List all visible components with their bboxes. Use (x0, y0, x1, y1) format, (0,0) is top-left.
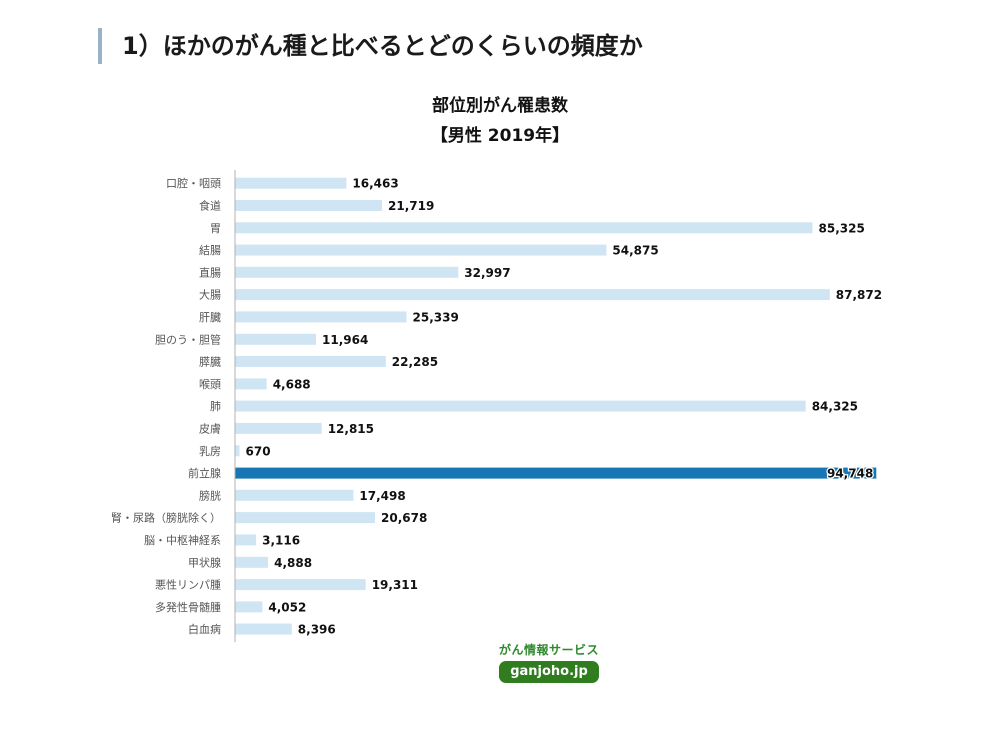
category-label: 悪性リンパ腫 (155, 578, 221, 592)
category-label: 喉頭 (199, 378, 221, 391)
bar-胆のう・胆管 (235, 333, 316, 345)
value-label: 21,719 (388, 199, 434, 213)
bar-結腸 (235, 244, 607, 256)
category-label: 前立腺 (188, 466, 221, 480)
category-label: 甲状腺 (188, 555, 221, 569)
category-label: 肝臓 (199, 311, 221, 324)
value-label: 87,872 (836, 288, 882, 302)
logo-service-name: がん情報サービス (499, 643, 600, 657)
bar-白血病 (235, 623, 292, 635)
value-label: 12,815 (328, 422, 374, 436)
bar-胃 (235, 222, 813, 234)
value-label: 4,888 (274, 556, 312, 570)
value-label: 94,748 (827, 467, 873, 481)
value-label: 4,688 (273, 377, 311, 391)
category-label: 胆のう・胆管 (155, 332, 221, 346)
value-label: 85,325 (819, 221, 865, 235)
heading-accent-bar (98, 28, 102, 64)
value-label: 670 (246, 444, 271, 458)
bar-腎・尿路（膀胱除く） (235, 512, 375, 524)
logo-url-badge: ganjoho.jp (499, 661, 599, 683)
category-label: 直腸 (199, 265, 221, 279)
value-label: 19,311 (372, 578, 418, 592)
bar-食道 (235, 200, 382, 211)
category-label: 多発性骨髄腫 (155, 600, 221, 614)
chart-subtitle: 【男性 2019年】 (430, 126, 570, 146)
category-label: 皮膚 (199, 421, 221, 435)
bar-脳・中枢神経系 (235, 534, 257, 546)
ganjoho-logo[interactable]: がん情報サービス ganjoho.jp (499, 641, 599, 683)
category-label: 口腔・咽頭 (166, 176, 221, 190)
bar-chart: 口腔・咽頭 16,463 食道 21,719 胃 85,325 結腸 54,875 直腸 32,9… (111, 170, 882, 643)
value-label: 25,339 (413, 310, 459, 324)
value-label: 16,463 (352, 177, 398, 191)
value-label: 11,964 (322, 333, 368, 347)
category-label: 食道 (199, 199, 221, 213)
category-label: 白血病 (188, 622, 221, 636)
value-label: 3,116 (262, 533, 300, 547)
category-label: 脳・中枢神経系 (144, 533, 221, 547)
value-label: 17,498 (359, 489, 405, 503)
value-label: 8,396 (298, 623, 336, 637)
bar-膀胱 (235, 489, 354, 501)
bar-甲状腺 (235, 556, 269, 568)
bar-大腸 (235, 289, 830, 301)
bar-肝臓 (235, 311, 407, 323)
category-label: 胃 (210, 222, 221, 235)
value-label: 22,285 (392, 355, 438, 369)
bar-前立腺 (235, 467, 877, 479)
category-label: 肺 (210, 400, 221, 413)
value-label: 32,997 (464, 266, 510, 280)
page-heading: 1）ほかのがん種と比べるとどのくらいの頻度か (122, 32, 643, 60)
category-label: 腎・尿路（膀胱除く） (111, 511, 221, 525)
bar-喉頭 (235, 378, 267, 390)
value-label: 20,678 (381, 511, 427, 525)
bar-乳房 (235, 445, 240, 457)
bar-悪性リンパ腫 (235, 579, 366, 591)
category-label: 大腸 (199, 288, 221, 302)
category-label: 膀胱 (199, 488, 221, 502)
value-label: 84,325 (812, 400, 858, 414)
chart-title: 部位別がん罹患数 (432, 96, 568, 116)
category-label: 膵臓 (199, 356, 221, 369)
bar-膵臓 (235, 356, 386, 367)
value-label: 4,052 (268, 600, 306, 614)
bar-口腔・咽頭 (235, 177, 347, 189)
category-label: 乳房 (199, 445, 221, 458)
value-label: 54,875 (612, 244, 658, 258)
bar-多発性骨髄腫 (235, 601, 263, 613)
bar-直腸 (235, 266, 459, 278)
bar-肺 (235, 400, 806, 412)
bar-皮膚 (235, 422, 322, 434)
category-label: 結腸 (199, 243, 221, 257)
